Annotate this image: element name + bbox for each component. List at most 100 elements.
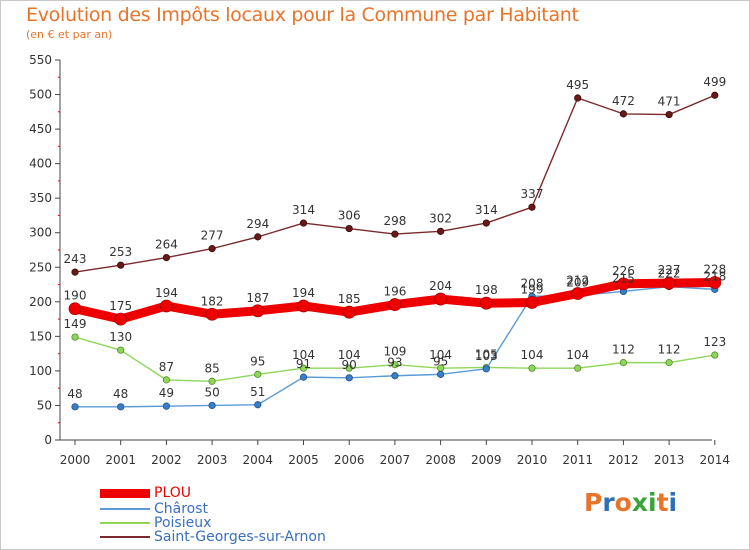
data-label-saint-georges: 314 (292, 203, 315, 217)
data-label-saint-georges: 337 (521, 187, 544, 201)
data-point-plou (297, 299, 310, 313)
logo-letter: P (584, 488, 603, 517)
legend-label-saint-georges: Saint-Georges-sur-Arnon (154, 529, 326, 545)
data-label-plou: 198 (475, 283, 498, 297)
data-label-charost: 91 (296, 357, 311, 371)
logo-letter: i (668, 488, 678, 517)
data-label-charost: 93 (387, 356, 402, 370)
data-point-saint-georges (619, 110, 628, 118)
y-tick-label: 500 (29, 88, 52, 102)
data-point-plou (708, 276, 722, 289)
data-point-charost (299, 373, 308, 381)
data-point-poisieux (345, 364, 353, 372)
data-label-poisieux: 104 (338, 348, 361, 362)
data-point-plou (68, 302, 82, 316)
data-point-plou (571, 287, 585, 300)
data-point-charost (162, 402, 170, 410)
x-tick-label: 2002 (151, 453, 182, 467)
data-label-poisieux: 104 (521, 348, 544, 362)
data-point-poisieux (117, 346, 125, 354)
data-label-plou: 175 (109, 299, 132, 313)
data-point-poisieux (711, 351, 719, 359)
data-point-charost (71, 403, 79, 411)
data-label-poisieux: 105 (475, 347, 498, 361)
data-point-saint-georges (711, 91, 719, 99)
data-label-poisieux: 109 (383, 345, 406, 359)
data-label-saint-georges: 264 (155, 238, 178, 252)
logo-letter: x (631, 488, 648, 517)
data-label-poisieux: 130 (109, 330, 132, 344)
data-label-charost: 103 (475, 349, 498, 363)
x-tick-label: 2013 (654, 453, 685, 467)
data-point-poisieux (162, 376, 170, 384)
data-label-saint-georges: 306 (338, 209, 361, 223)
legend-item-poisieux: Poisieux (100, 515, 212, 531)
data-label-poisieux: 149 (64, 317, 87, 331)
data-label-poisieux: 112 (612, 343, 635, 357)
data-label-plou: 227 (658, 263, 681, 277)
data-label-saint-georges: 499 (703, 75, 726, 89)
x-tick-label: 2006 (334, 453, 365, 467)
data-label-charost: 95 (433, 354, 448, 368)
data-point-saint-georges (574, 94, 582, 102)
data-label-charost: 48 (113, 387, 128, 401)
data-label-charost: 90 (342, 358, 357, 372)
data-point-charost (345, 374, 353, 382)
x-tick-label: 2008 (425, 453, 456, 467)
data-point-plou (159, 299, 173, 313)
data-label-plou: 185 (338, 292, 361, 306)
y-tick-label: 250 (29, 260, 52, 274)
y-tick-label: 100 (29, 364, 52, 378)
data-point-plou (205, 307, 219, 321)
data-point-charost (436, 370, 445, 378)
data-label-saint-georges: 471 (658, 95, 681, 109)
data-label-charost: 50 (204, 385, 219, 399)
data-label-saint-georges: 294 (246, 217, 269, 231)
legend-swatch-charost (100, 508, 150, 510)
y-tick-label: 300 (29, 226, 52, 240)
legend-swatch-plou (100, 488, 150, 498)
x-tick-label: 2011 (562, 453, 593, 467)
data-label-saint-georges: 495 (566, 78, 589, 92)
data-point-charost (391, 372, 399, 380)
data-point-plou (617, 277, 630, 291)
data-label-charost: 218 (703, 269, 726, 283)
chart-subtitle: (en € et par an) (26, 28, 113, 41)
x-tick-label: 2001 (105, 453, 136, 467)
data-point-plou (388, 298, 402, 311)
data-label-plou: 182 (201, 294, 224, 308)
legend-label-poisieux: Poisieux (154, 515, 212, 531)
data-point-plou (525, 296, 539, 309)
data-point-poisieux (665, 359, 673, 367)
data-label-saint-georges: 243 (64, 252, 87, 266)
data-point-saint-georges (482, 219, 490, 227)
logo-letter: r (602, 488, 615, 517)
data-label-plou: 196 (383, 285, 406, 299)
data-point-poisieux (208, 377, 216, 385)
data-label-plou: 204 (429, 279, 452, 293)
data-label-charost: 48 (67, 387, 82, 401)
legend-label-plou: PLOU (154, 485, 192, 501)
data-point-poisieux (391, 361, 399, 369)
data-point-plou (114, 312, 128, 326)
data-point-saint-georges (254, 233, 262, 241)
data-label-poisieux: 104 (429, 348, 452, 362)
data-point-saint-georges (391, 230, 399, 238)
chart-title: Evolution des Impôts locaux pour la Comm… (26, 4, 579, 26)
data-label-plou: 212 (566, 274, 589, 288)
data-label-plou: 226 (612, 264, 635, 278)
x-tick-label: 2005 (288, 453, 319, 467)
logo-letter: t (656, 488, 669, 517)
data-label-charost: 51 (250, 385, 265, 399)
data-label-plou: 194 (155, 286, 178, 300)
data-point-saint-georges (208, 245, 216, 253)
data-label-saint-georges: 302 (429, 211, 452, 225)
y-tick-label: 50 (37, 398, 52, 412)
data-point-saint-georges (345, 224, 353, 233)
y-tick-label: 200 (29, 295, 52, 309)
data-label-charost: 209 (566, 276, 589, 290)
data-label-saint-georges: 472 (612, 94, 635, 108)
data-label-poisieux: 123 (703, 335, 726, 349)
data-point-poisieux (574, 364, 582, 372)
